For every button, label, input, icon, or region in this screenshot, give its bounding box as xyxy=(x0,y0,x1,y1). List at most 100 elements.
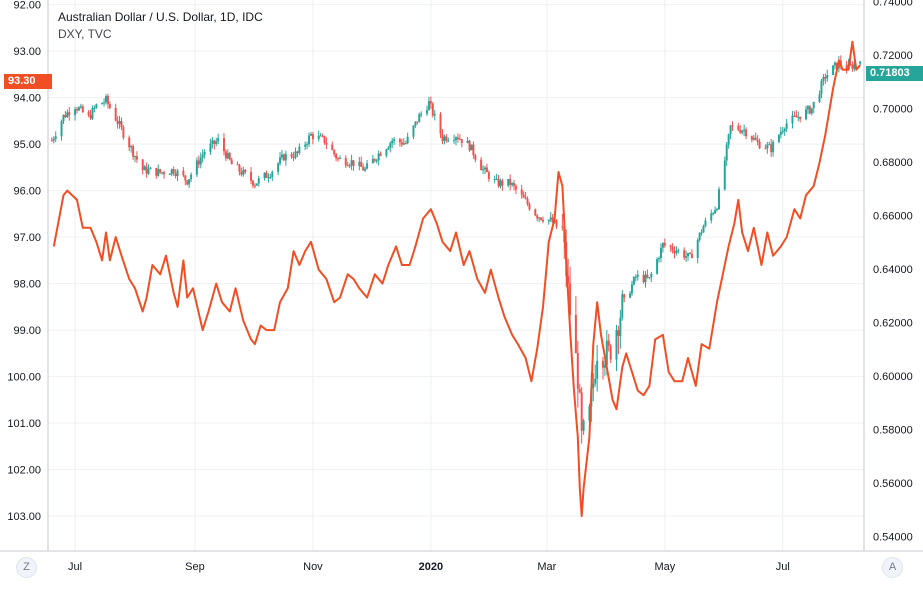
left-scale-button[interactable]: Z xyxy=(16,557,37,578)
right-tick-label: 0.72000 xyxy=(873,50,913,62)
candle-body xyxy=(739,129,742,133)
x-tick-label: Jul xyxy=(776,561,790,573)
candle-body xyxy=(149,167,152,170)
candle-body xyxy=(731,125,734,127)
candle-body xyxy=(242,169,245,175)
candle-body xyxy=(513,183,516,186)
candle-body xyxy=(634,276,637,278)
candle-body xyxy=(360,161,363,167)
candle-body xyxy=(698,232,701,241)
candle-body xyxy=(712,213,715,215)
candle-body xyxy=(54,136,57,139)
left-tick-label: 100.00 xyxy=(7,372,41,384)
candle-body xyxy=(785,123,788,129)
candle-body xyxy=(487,172,490,180)
candle-body xyxy=(257,178,260,184)
left-tick-label: 93.00 xyxy=(13,46,41,58)
candle-body xyxy=(754,137,757,140)
right-tick-label: 0.62000 xyxy=(873,317,913,329)
candle-body xyxy=(147,169,150,174)
candle-body xyxy=(777,135,780,142)
candle-body xyxy=(337,158,340,160)
candle-body xyxy=(804,109,807,120)
candle-body xyxy=(280,154,283,158)
candle-body xyxy=(377,153,380,161)
candle-body xyxy=(675,250,678,254)
candle-body xyxy=(578,388,581,393)
candle-body xyxy=(265,172,268,178)
candle-body xyxy=(663,242,666,246)
candle-body xyxy=(648,277,651,279)
candle-body xyxy=(385,149,388,156)
candle-body xyxy=(319,135,322,137)
candle-body xyxy=(60,121,63,137)
candle-body xyxy=(279,157,282,164)
candle-body xyxy=(201,154,204,158)
candle-body xyxy=(89,115,92,119)
candle-body xyxy=(696,240,699,259)
candle-body xyxy=(716,209,719,211)
candle-body xyxy=(431,103,434,116)
left-tick-label: 103.00 xyxy=(7,511,41,523)
candle-body xyxy=(808,106,811,114)
candle-body xyxy=(439,114,442,134)
chart-legend: Australian Dollar / U.S. Dollar, 1D, IDC… xyxy=(58,9,263,43)
candle-body xyxy=(650,273,653,278)
dxy-last-price-badge: 93.30 xyxy=(4,74,52,89)
candle-body xyxy=(120,121,123,128)
candle-body xyxy=(433,114,436,116)
candle-body xyxy=(277,163,280,172)
candle-body xyxy=(122,127,125,138)
candle-body xyxy=(456,137,459,140)
candle-body xyxy=(190,174,193,180)
x-tick-label: Sep xyxy=(185,561,205,573)
left-tick-label: 92.00 xyxy=(13,0,41,12)
candle-body xyxy=(296,151,299,153)
legend-title: Australian Dollar / U.S. Dollar, 1D, IDC xyxy=(58,10,263,24)
candle-body xyxy=(101,102,104,105)
candle-body xyxy=(93,107,96,109)
candle-body xyxy=(398,139,401,143)
candle-body xyxy=(574,314,577,354)
candle-body xyxy=(197,160,200,165)
candle-body xyxy=(793,115,796,117)
candle-body xyxy=(632,277,635,285)
candle-body xyxy=(118,121,121,124)
candle-body xyxy=(630,284,633,294)
candle-body xyxy=(781,131,784,133)
candle-body xyxy=(114,107,117,121)
candle-body xyxy=(317,135,320,140)
candle-body xyxy=(615,330,618,360)
candle-body xyxy=(304,144,307,147)
candle-body xyxy=(215,141,218,145)
left-tick-label: 96.00 xyxy=(13,186,41,198)
candle-body xyxy=(95,104,98,108)
candle-body xyxy=(182,170,185,176)
candle-body xyxy=(458,139,461,141)
candle-body xyxy=(130,146,133,148)
candle-body xyxy=(108,103,111,108)
candle-body xyxy=(658,258,661,260)
candle-body xyxy=(824,76,827,79)
candle-body xyxy=(412,125,415,137)
candle-body xyxy=(420,113,423,115)
x-tick-label: 2020 xyxy=(419,561,443,573)
candle-body xyxy=(783,128,786,132)
right-tick-label: 0.60000 xyxy=(873,371,913,383)
candle-body xyxy=(495,178,498,180)
candle-body xyxy=(267,177,270,179)
candle-body xyxy=(594,378,597,384)
candle-body xyxy=(308,135,311,144)
candle-body xyxy=(596,360,599,379)
right-scale-button[interactable]: A xyxy=(882,557,903,578)
candle-body xyxy=(387,147,390,150)
candle-body xyxy=(704,220,707,227)
candle-body xyxy=(480,159,483,171)
candle-body xyxy=(677,250,680,252)
candle-body xyxy=(538,217,541,219)
candle-body xyxy=(143,166,146,171)
candle-body xyxy=(534,209,537,216)
candle-body xyxy=(389,143,392,148)
candle-body xyxy=(445,136,448,141)
